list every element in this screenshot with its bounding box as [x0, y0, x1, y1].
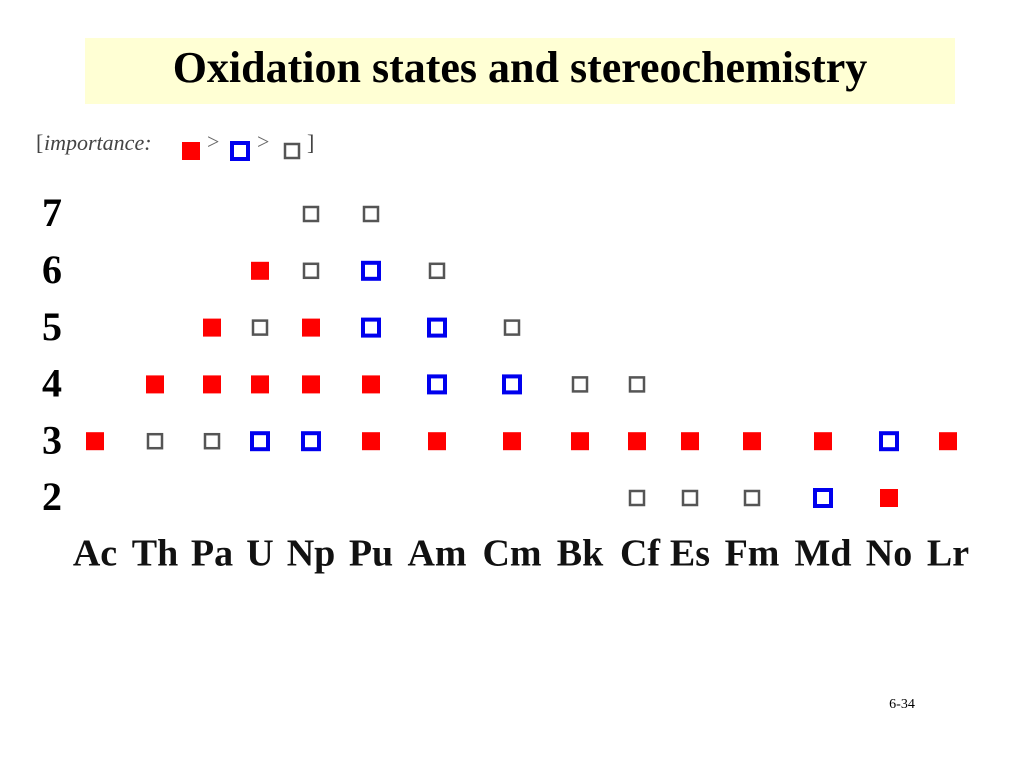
element-symbol: Fm [725, 533, 780, 575]
state-mark [361, 317, 381, 338]
state-mark [301, 431, 321, 452]
state-mark [302, 318, 320, 337]
state-label: 4 [42, 361, 62, 406]
page-number: 6-34 [889, 697, 915, 712]
element-symbol: Th [132, 533, 178, 575]
element-symbol: Ac [73, 533, 117, 575]
state-mark [250, 431, 270, 452]
state-mark [502, 374, 522, 395]
state-mark [814, 432, 832, 451]
element-symbol: Lr [927, 533, 969, 575]
slide-title: Oxidation states and stereochemistry [173, 43, 868, 92]
element-symbol: Cm [482, 533, 541, 575]
state-mark [302, 205, 320, 223]
state-mark [628, 376, 646, 393]
legend-bracket: ] [307, 130, 314, 155]
state-mark [427, 317, 447, 338]
state-mark [251, 261, 269, 280]
element-symbol: Bk [557, 533, 604, 575]
state-mark [428, 262, 446, 280]
state-mark [571, 376, 589, 393]
state-label: 2 [42, 474, 62, 519]
element-symbol: U [246, 533, 273, 575]
state-mark [302, 262, 320, 280]
legend-bracket: [ [36, 130, 43, 155]
element-symbol: Cf [620, 533, 661, 575]
state-mark [362, 205, 380, 223]
element-symbol: No [866, 533, 912, 575]
legend-swatch [230, 141, 250, 161]
state-mark [86, 432, 104, 451]
element-symbol: Es [670, 533, 710, 575]
state-label: 7 [42, 190, 62, 235]
state-mark [203, 432, 221, 450]
state-mark [146, 432, 164, 450]
state-mark [571, 432, 589, 451]
legend-swatch [182, 142, 200, 160]
state-mark [813, 488, 833, 508]
state-mark [361, 260, 381, 281]
state-mark [939, 432, 957, 451]
state-label: 6 [42, 247, 62, 292]
state-mark [203, 375, 221, 394]
state-mark [203, 318, 221, 337]
element-symbol: Pu [349, 533, 393, 575]
state-mark [681, 432, 699, 451]
state-label: 3 [42, 417, 62, 462]
element-symbol: Pa [191, 533, 233, 575]
element-symbol: Am [407, 533, 466, 575]
state-mark [681, 489, 699, 507]
state-mark [146, 375, 164, 394]
state-mark [743, 489, 761, 507]
state-mark [302, 375, 320, 394]
element-symbol: Md [795, 533, 852, 575]
legend-swatch [283, 142, 301, 160]
state-mark [503, 432, 521, 451]
legend-separator: > [257, 129, 269, 154]
state-mark [362, 432, 380, 451]
state-mark [428, 432, 446, 451]
state-mark [628, 432, 646, 451]
state-mark [251, 319, 269, 336]
legend-label: importance: [44, 130, 152, 155]
state-mark [362, 375, 380, 394]
element-symbol: Np [287, 533, 336, 575]
state-label: 5 [42, 304, 62, 349]
state-mark [251, 375, 269, 394]
state-mark [880, 489, 898, 507]
state-mark [879, 431, 899, 452]
legend-separator: > [207, 129, 219, 154]
state-mark [628, 489, 646, 507]
title-band [85, 38, 955, 104]
state-mark [503, 319, 521, 336]
state-mark [427, 374, 447, 395]
state-mark [743, 432, 761, 451]
